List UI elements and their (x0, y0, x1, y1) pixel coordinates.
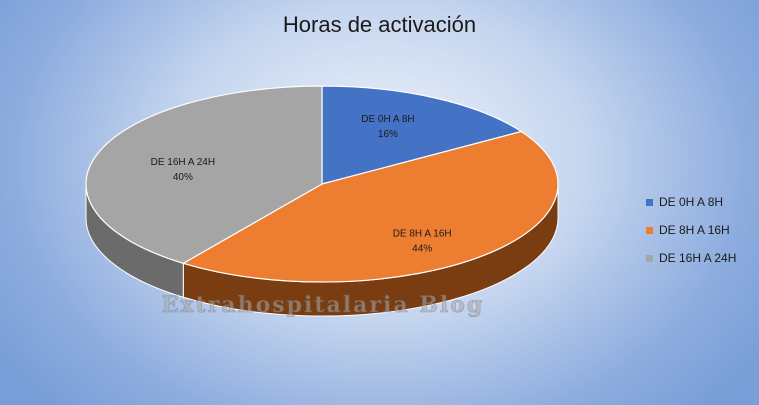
legend-swatch-0 (646, 198, 653, 206)
legend-swatch-2 (646, 254, 653, 262)
chart-title: Horas de activación (282, 12, 477, 37)
watermark-text: Extrahospitalaria Blog (162, 292, 485, 318)
pie-slice-0 (321, 85, 523, 185)
legend-item-0: DE 0H A 8H (646, 188, 736, 216)
legend-label-1: DE 8H A 16H (659, 223, 730, 237)
slice-value-label-1: 44% (412, 243, 432, 254)
pie-slice-1 (181, 130, 559, 283)
legend-swatch-1 (646, 226, 653, 234)
legend-item-1: DE 8H A 16H (646, 216, 736, 244)
legend-item-2: DE 16H A 24H (646, 244, 736, 272)
legend-label-0: DE 0H A 8H (659, 195, 724, 209)
legend-label-2: DE 16H A 24H (659, 251, 737, 265)
pie-labels: DE 0H A 8H 16% DE 8H A 16H 44% DE 16H A 24H 4… (151, 114, 452, 254)
slice-category-label-0: DE 0H A 8H (361, 114, 414, 125)
slice-value-label-0: 16% (378, 129, 398, 140)
pie-tops (85, 85, 559, 283)
slice-category-label-2: DE 16H A 24H (151, 157, 215, 168)
legend: DE 0H A 8H DE 8H A 16H DE 16H A 24H (646, 188, 736, 272)
pie-slice-2 (85, 85, 323, 264)
slice-value-label-2: 40% (173, 172, 193, 183)
slice-category-label-1: DE 8H A 16H (393, 228, 452, 239)
